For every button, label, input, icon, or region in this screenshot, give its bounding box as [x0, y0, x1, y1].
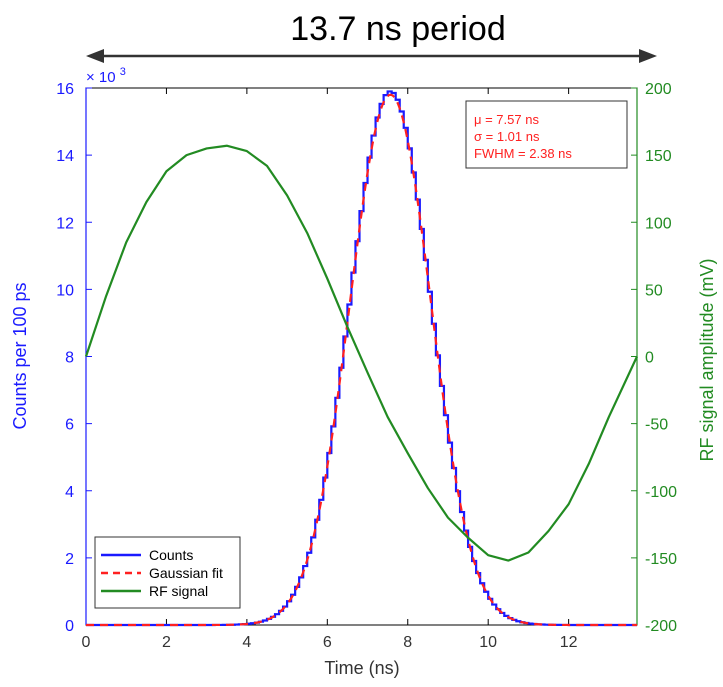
stats-mu: μ = 7.57 ns — [474, 112, 539, 127]
legend-label-counts: Counts — [149, 547, 193, 563]
y-left-exponent: × 10 3 — [86, 66, 126, 86]
y-right-axis-label: RF signal amplitude (mV) — [697, 258, 717, 461]
x-tick-label: 12 — [560, 634, 578, 651]
y-right-tick-label: 150 — [645, 148, 672, 165]
x-tick-label: 8 — [403, 634, 412, 651]
legend: Counts Gaussian fit RF signal — [94, 536, 241, 609]
stats-box: μ = 7.57 ns σ = 1.01 ns FWHM = 2.38 ns — [465, 100, 628, 169]
exponent-power: 3 — [120, 66, 126, 78]
exponent-base: × 10 — [86, 69, 116, 86]
y-left-tick-label: 2 — [65, 551, 74, 568]
y-left-tick-label: 6 — [65, 417, 74, 434]
y-right-tick-label: 100 — [645, 215, 672, 232]
rf-signal-series — [84, 144, 638, 562]
y-right-tick-label: -50 — [645, 417, 668, 434]
period-annotation: 13.7 ns period — [290, 10, 506, 48]
y-left-tick-label: 14 — [56, 148, 74, 165]
x-tick-label: 4 — [242, 634, 251, 651]
y-right-tick-label: -100 — [645, 484, 677, 501]
y-left-tick-label: 16 — [56, 81, 74, 98]
x-tick-label: 0 — [82, 634, 91, 651]
stats-box-frame — [465, 100, 628, 169]
legend-label-gaussian: Gaussian fit — [149, 565, 223, 581]
y-right-tick-label: 0 — [645, 350, 654, 367]
x-tick-label: 10 — [479, 634, 497, 651]
y-right-tick-label: 200 — [645, 81, 672, 98]
y-left-tick-label: 12 — [56, 215, 74, 232]
stats-sigma: σ = 1.01 ns — [474, 129, 540, 144]
y-right-tick-label: -200 — [645, 618, 677, 635]
y-left-tick-label: 4 — [65, 484, 74, 501]
x-tick-label: 6 — [323, 634, 332, 651]
x-axis-label: Time (ns) — [324, 658, 399, 678]
gaussian-fit-series — [86, 93, 637, 627]
y-left-tick-label: 0 — [65, 618, 74, 635]
period-arrow — [86, 49, 657, 63]
x-tick-label: 2 — [162, 634, 171, 651]
legend-label-rf: RF signal — [149, 583, 208, 599]
y-left-axis-label: Counts per 100 ps — [10, 282, 30, 429]
stats-fwhm: FWHM = 2.38 ns — [474, 146, 572, 161]
y-left-tick-label: 8 — [65, 350, 74, 367]
y-right-tick-label: -150 — [645, 551, 677, 568]
y-left-tick-label: 10 — [56, 282, 74, 299]
y-right-tick-label: 50 — [645, 282, 663, 299]
